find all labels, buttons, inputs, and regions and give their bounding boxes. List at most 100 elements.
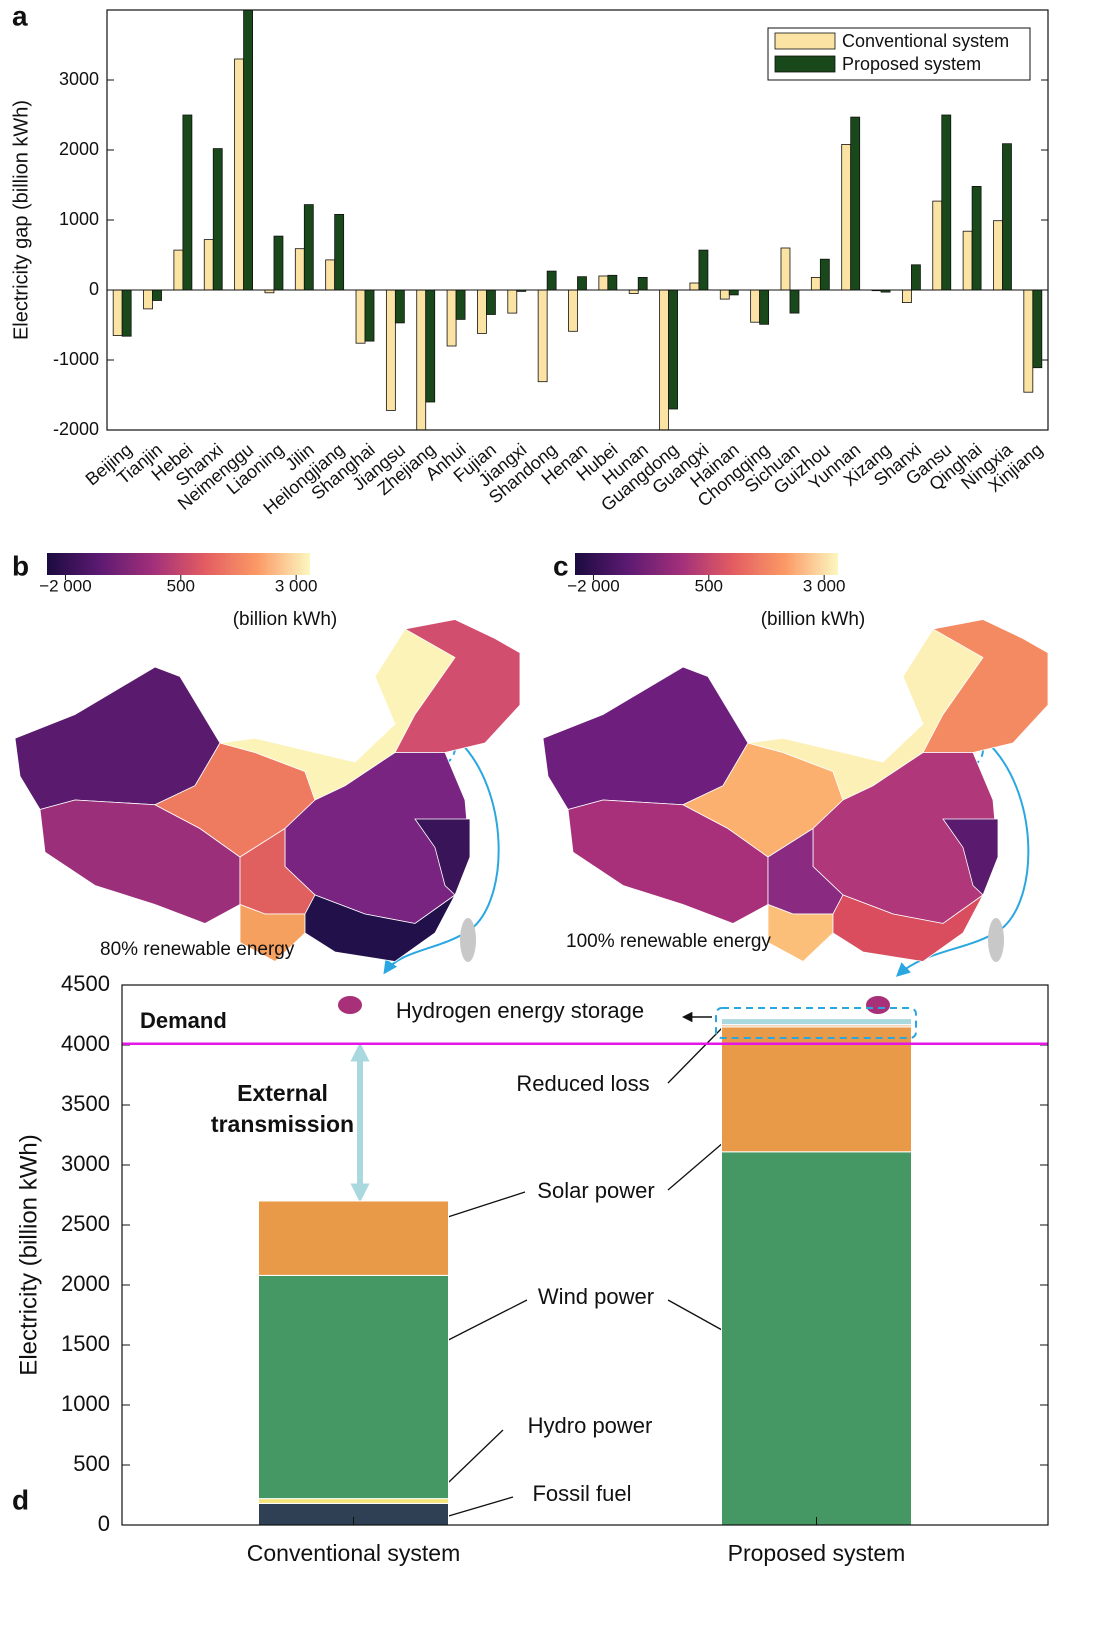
- colorbar-tick-label: 3 000: [803, 576, 846, 595]
- series-label: Hydrogen energy storage: [396, 998, 644, 1023]
- colorbar-tick-label: 3 000: [275, 576, 318, 595]
- colorbar-unit: (billion kWh): [761, 609, 866, 630]
- y-tick-label: 2000: [61, 1271, 110, 1296]
- legend-swatch: [774, 55, 836, 73]
- bar: [537, 289, 548, 383]
- colorbar-unit: (billion kWh): [233, 609, 338, 630]
- bar: [911, 264, 921, 291]
- series-label: Hydro power: [528, 1413, 653, 1438]
- bar: [962, 230, 973, 291]
- bar: [234, 58, 244, 291]
- bar: [486, 289, 496, 315]
- bar: [325, 259, 336, 291]
- y-tick-label: 1500: [61, 1331, 110, 1356]
- y-tick-label: -2000: [53, 419, 99, 439]
- bar-segment: [721, 1151, 912, 1526]
- hainan: [866, 996, 890, 1014]
- y-tick-label: 1000: [61, 1391, 110, 1416]
- bar: [577, 276, 587, 291]
- bar: [425, 289, 436, 403]
- bar: [394, 289, 405, 324]
- panel-label: a: [12, 0, 28, 31]
- bar: [1023, 289, 1034, 393]
- bar: [850, 116, 861, 291]
- bar-segment: [721, 1018, 912, 1026]
- bar: [971, 185, 982, 291]
- bar: [334, 213, 345, 291]
- y-tick-label: 3500: [61, 1091, 110, 1116]
- province-region: [942, 818, 999, 896]
- bar: [121, 289, 132, 337]
- bar: [941, 114, 952, 291]
- panel-label: c: [553, 550, 569, 581]
- colorbar: [575, 553, 838, 575]
- y-tick-label: 1000: [59, 209, 99, 229]
- map-caption: 80% renewable energy: [100, 939, 295, 960]
- y-tick-label: 0: [98, 1511, 110, 1536]
- bar: [143, 289, 153, 310]
- y-tick-label: -1000: [53, 349, 99, 369]
- bar: [294, 248, 305, 291]
- y-tick-label: 3000: [59, 69, 99, 89]
- bar: [112, 289, 123, 336]
- bar: [993, 220, 1003, 291]
- bar: [507, 289, 518, 314]
- bar: [810, 276, 821, 291]
- bar: [212, 148, 223, 291]
- x-tick-label: Conventional system: [247, 1540, 461, 1566]
- y-tick-label: 2500: [61, 1211, 110, 1236]
- taiwan: [460, 918, 476, 962]
- panel-label: d: [12, 1484, 29, 1515]
- bar: [1002, 143, 1012, 291]
- bar: [932, 200, 943, 291]
- series-label: Wind power: [538, 1284, 654, 1309]
- series-label: Reduced loss: [516, 1071, 649, 1096]
- bar: [659, 289, 669, 430]
- map-caption: 100% renewable energy: [566, 931, 771, 952]
- bar: [416, 289, 427, 430]
- demand-label: Demand: [140, 1008, 227, 1033]
- bar: [780, 247, 791, 291]
- bar: [546, 270, 557, 291]
- panel-label: b: [12, 550, 29, 581]
- plot-frame: [106, 9, 1049, 431]
- bar: [628, 289, 639, 294]
- bar: [152, 289, 162, 301]
- legend-label: Proposed system: [842, 54, 981, 74]
- bar: [759, 289, 770, 325]
- taiwan: [988, 918, 1004, 962]
- y-tick-label: 500: [73, 1451, 110, 1476]
- legend-swatch: [774, 32, 836, 50]
- bar: [668, 289, 678, 410]
- bar: [607, 274, 618, 291]
- bar: [303, 204, 314, 291]
- legend-label: Conventional system: [842, 31, 1009, 51]
- bar: [698, 249, 709, 291]
- y-axis-label: Electricity gap (billion kWh): [10, 100, 32, 340]
- colorbar-tick-label: 500: [695, 576, 723, 595]
- y-tick-label: 4000: [61, 1031, 110, 1056]
- hainan: [338, 996, 362, 1014]
- province-region: [394, 619, 521, 753]
- bar: [902, 289, 912, 304]
- bar: [728, 289, 739, 296]
- bar: [841, 143, 852, 291]
- bar: [1032, 289, 1043, 369]
- colorbar-tick-label: 500: [167, 576, 195, 595]
- y-axis-label: Electricity (billion kWh): [15, 1134, 42, 1375]
- bar: [689, 282, 700, 291]
- colorbar-tick-label: −2 000: [39, 576, 91, 595]
- x-tick-label: Proposed system: [728, 1540, 906, 1566]
- bar: [385, 289, 396, 411]
- bar-segment: [258, 1498, 449, 1504]
- bar: [789, 289, 800, 314]
- bar: [243, 10, 253, 291]
- bar-segment: [721, 1026, 912, 1153]
- bar: [364, 289, 375, 342]
- bar-segment: [258, 1274, 449, 1500]
- province-region: [922, 619, 1049, 753]
- annotation: External transmission: [210, 1080, 355, 1137]
- bar: [477, 289, 487, 334]
